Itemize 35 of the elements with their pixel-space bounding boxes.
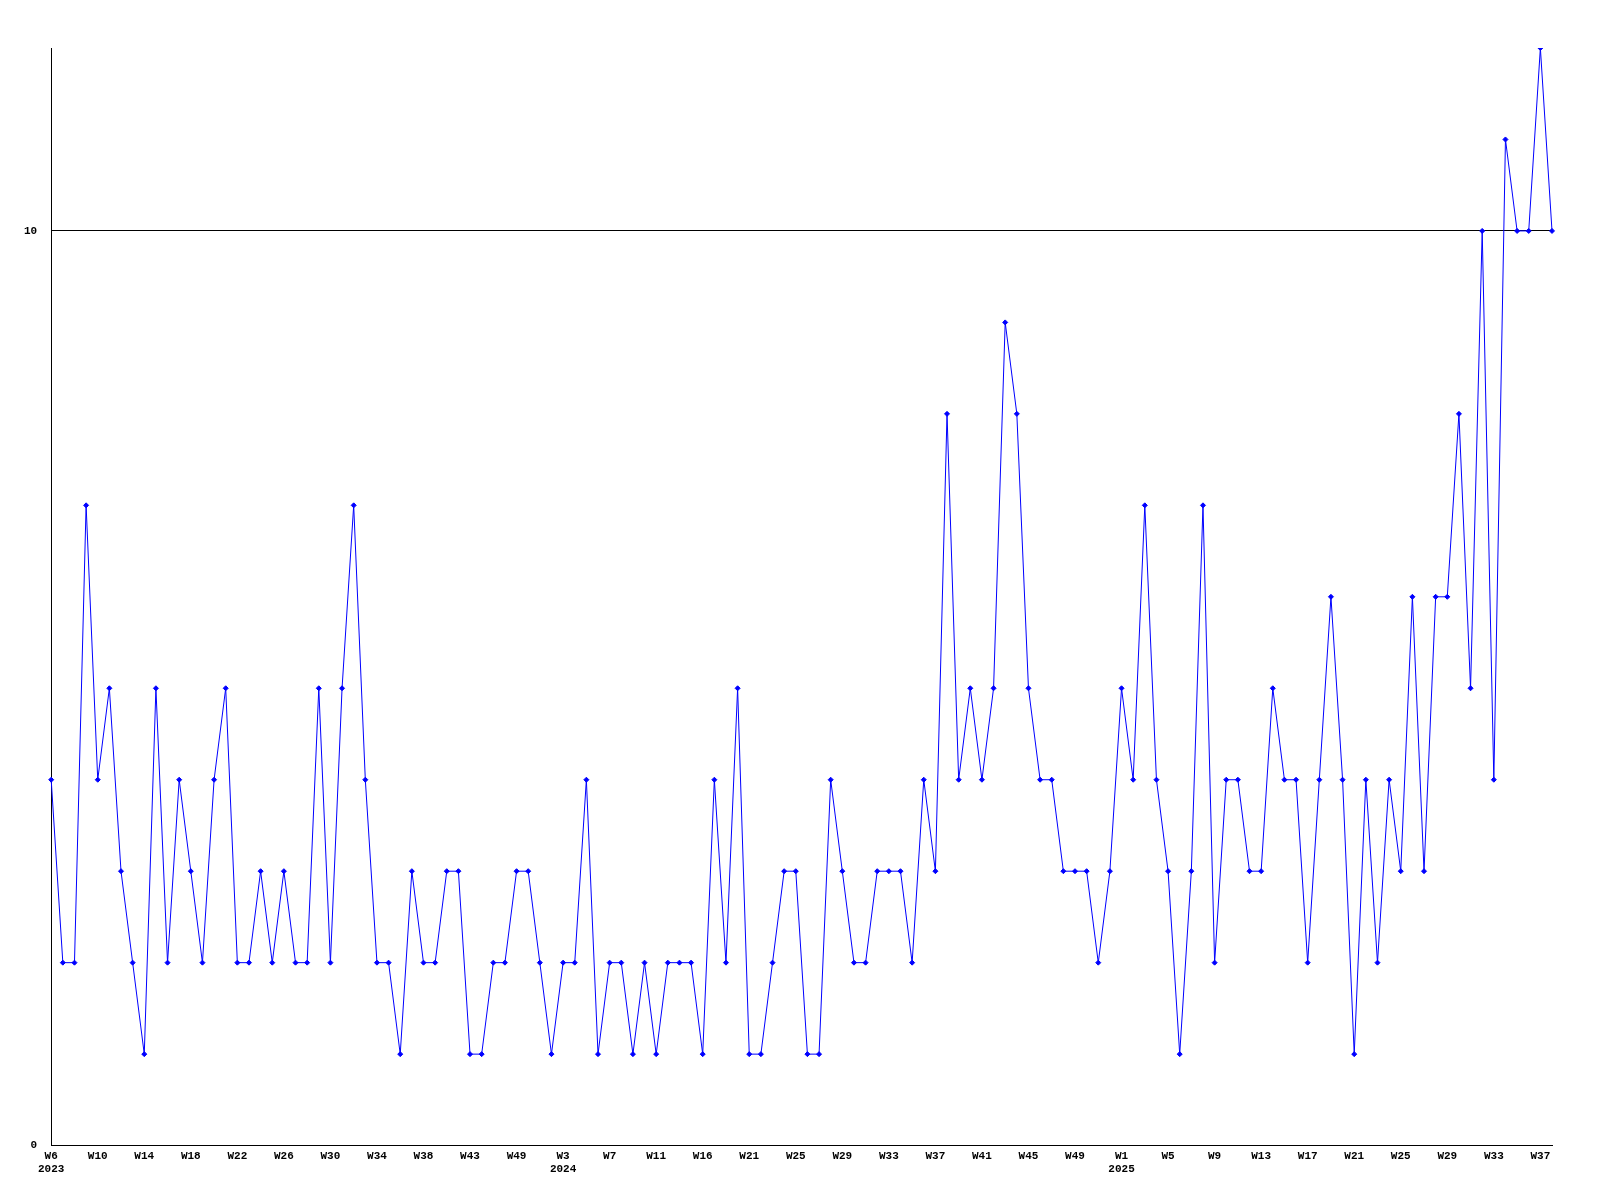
x-tick-label: W34 (367, 1149, 388, 1162)
x-tick-label: W41 (972, 1149, 993, 1162)
x-tick-label: W9 (1208, 1149, 1222, 1162)
x-tick-label: W38 (413, 1149, 434, 1162)
x-tick-label: W30 (320, 1149, 341, 1162)
y-tick-label: 0 (30, 1139, 38, 1152)
x-tick-label: W29 (1437, 1149, 1458, 1162)
x-tick-label: W21 (739, 1149, 760, 1162)
x-tick-label: W37 (925, 1149, 946, 1162)
x-tick-label: W11 (646, 1149, 667, 1162)
x-tick-label: W33 (1483, 1149, 1505, 1162)
x-tick-label: W49 (1065, 1149, 1085, 1162)
x-tick-label: W3 2024 (549, 1149, 577, 1176)
y-tick-label: 10 (24, 224, 38, 237)
x-tick-label: W14 (134, 1149, 155, 1162)
x-tick-label: W43 (460, 1149, 481, 1162)
x-tick-label: W7 (603, 1149, 617, 1162)
x-tick-label: W1 2025 (1108, 1149, 1136, 1176)
x-tick-label: W16 (692, 1149, 713, 1162)
x-tick-label: W33 (878, 1149, 900, 1162)
x-tick-label: W6 2023 (38, 1149, 65, 1176)
x-tick-label: W26 (273, 1149, 294, 1162)
x-tick-label: W21 (1344, 1149, 1365, 1162)
x-tick-label: W17 (1297, 1149, 1318, 1162)
x-tick-label: W22 (227, 1149, 248, 1162)
x-tick-label: W18 (180, 1149, 202, 1162)
x-tick-label: W13 (1251, 1149, 1272, 1162)
x-tick-label: W25 (1390, 1149, 1412, 1162)
x-tick-label: W49 (506, 1149, 527, 1162)
x-tick-label: W29 (832, 1149, 853, 1162)
x-tick-label: W45 (1018, 1149, 1039, 1162)
x-tick-label: W10 (87, 1149, 108, 1162)
x-tick-label: W5 (1161, 1149, 1176, 1162)
x-tick-label: W25 (785, 1149, 807, 1162)
x-tick-label: W37 (1530, 1149, 1551, 1162)
